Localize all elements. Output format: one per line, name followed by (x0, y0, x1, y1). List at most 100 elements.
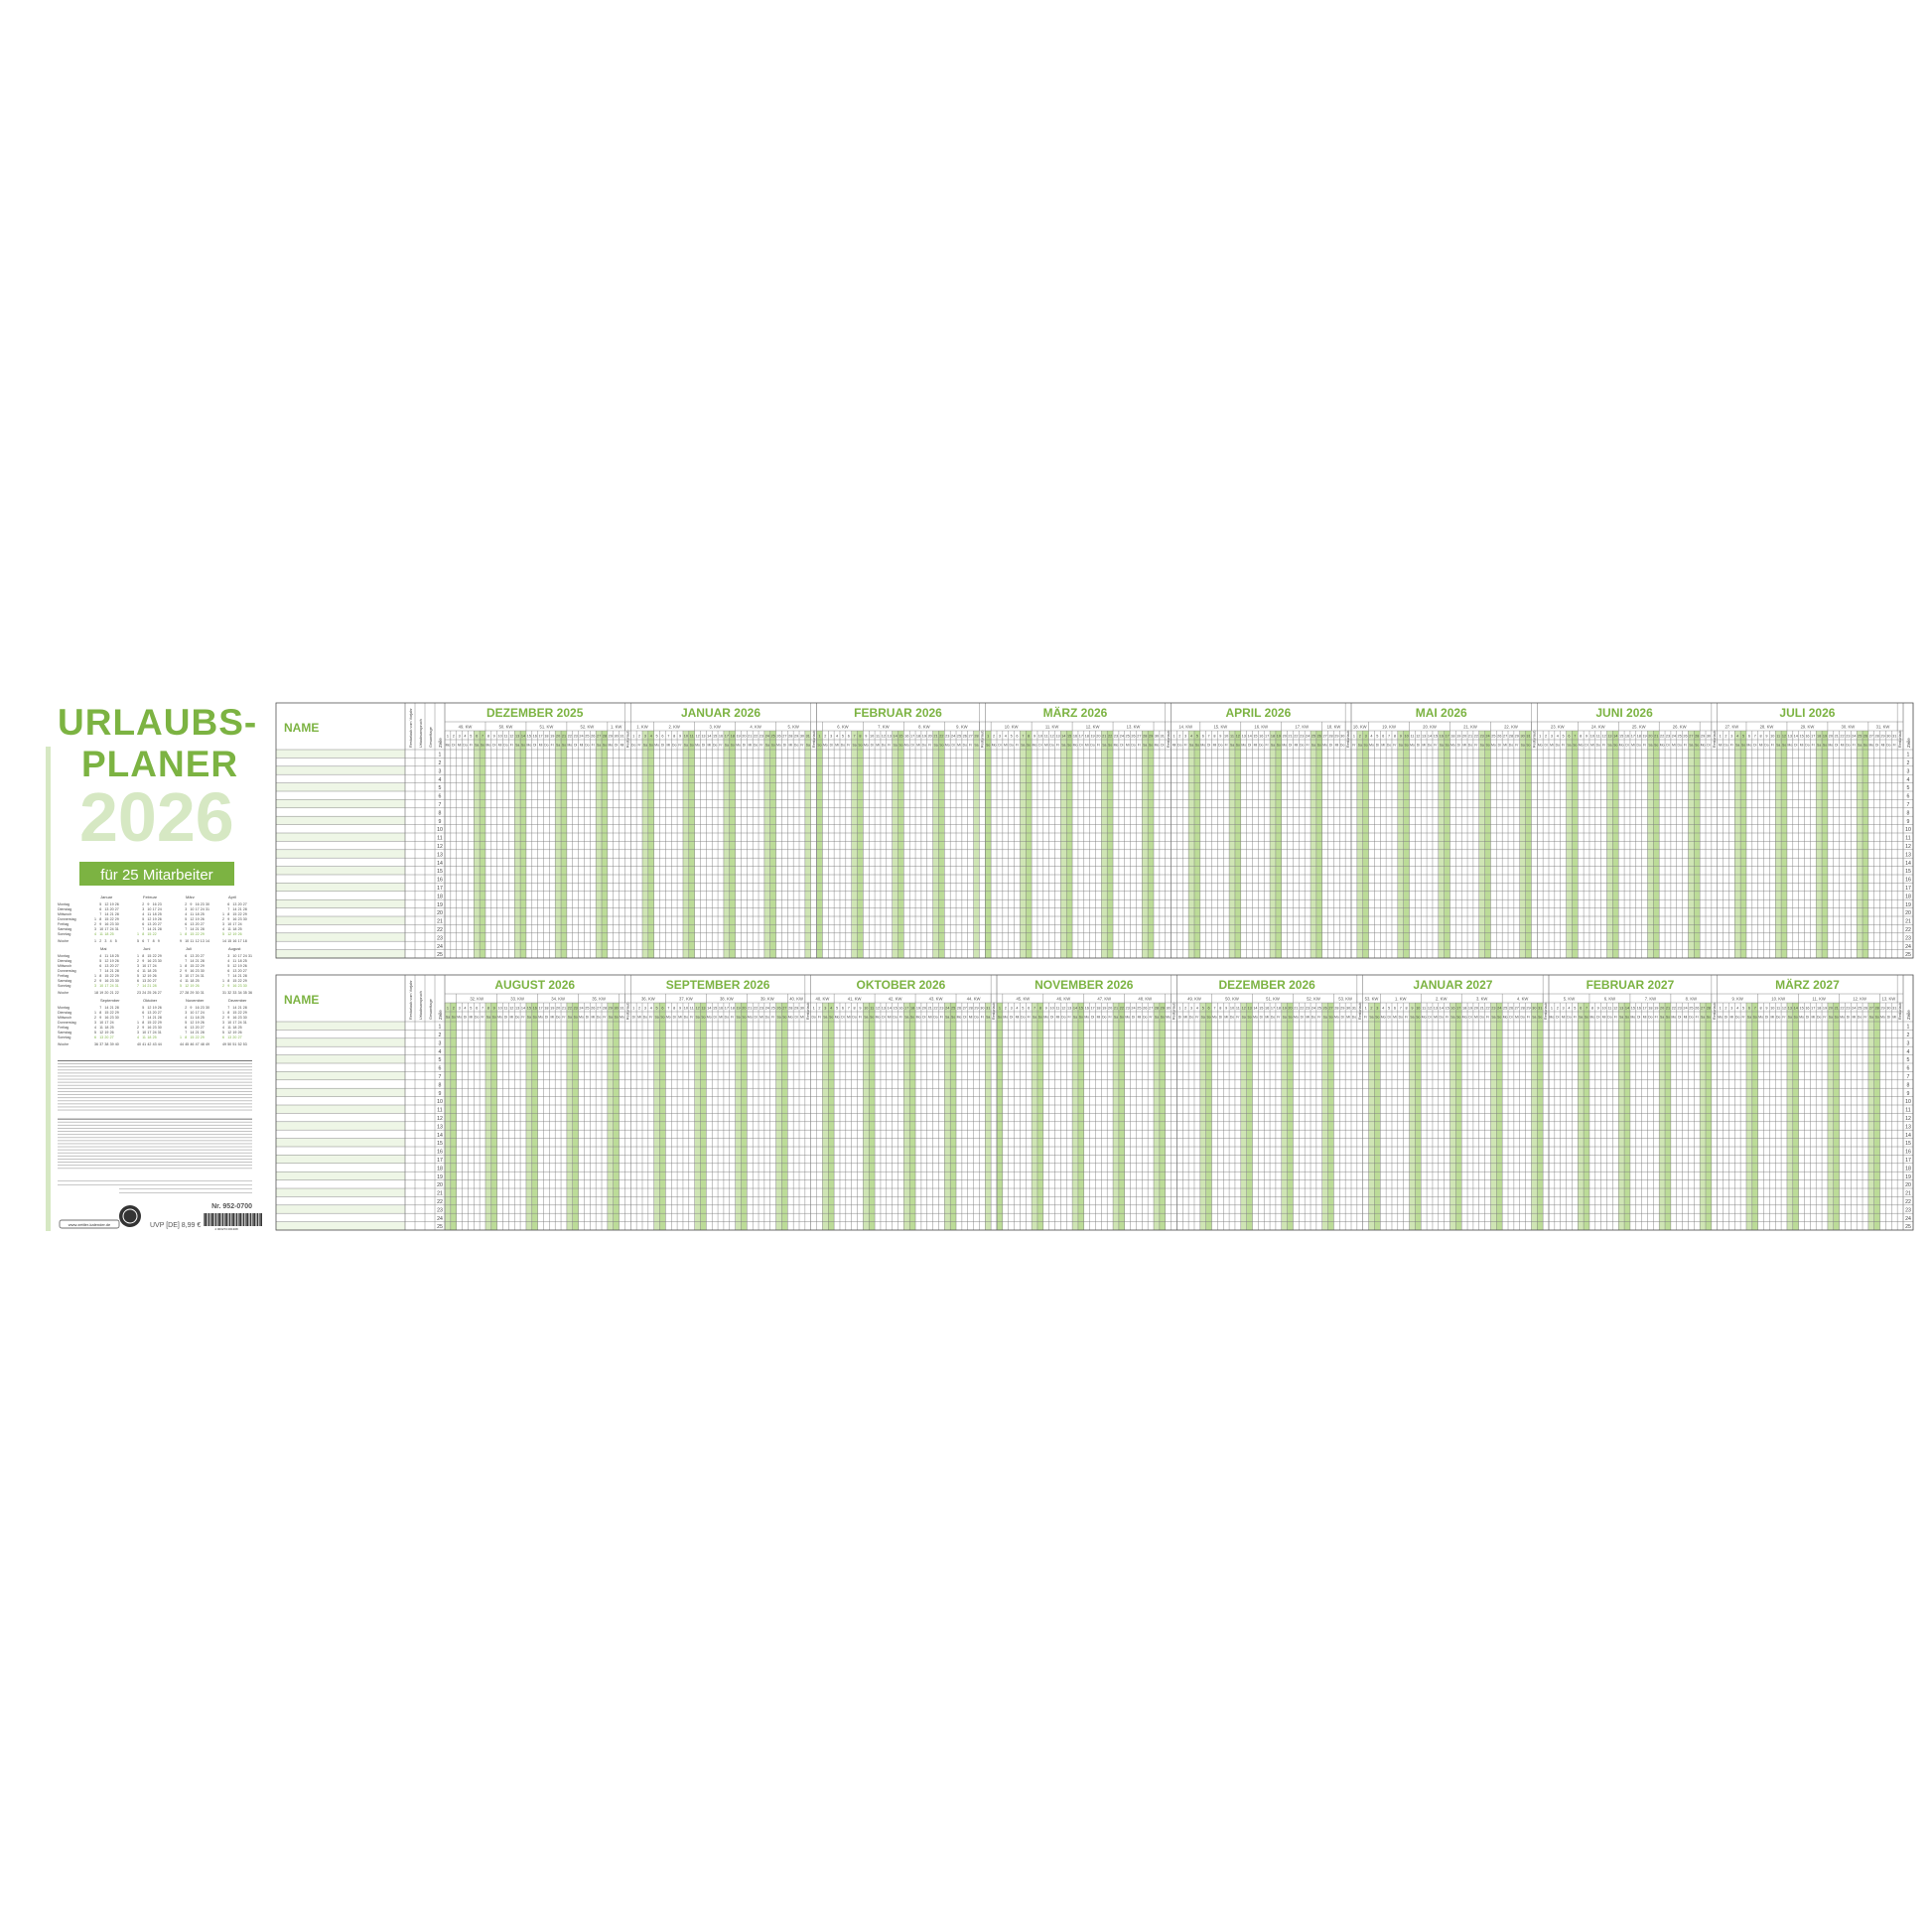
name-cell[interactable] (276, 1063, 405, 1072)
weekday-abbr: Do (556, 1016, 560, 1020)
name-cell[interactable] (276, 1046, 405, 1055)
day-number: 7 (848, 1007, 850, 1011)
weekday-abbr: Sa (904, 1016, 908, 1020)
name-cell[interactable] (276, 899, 405, 908)
week-label: 29. KW (1801, 725, 1815, 730)
mini-day: 11 (104, 954, 108, 958)
name-cell[interactable] (276, 891, 405, 900)
website-box[interactable] (59, 1219, 120, 1229)
day-number: 11 (870, 1007, 874, 1011)
weekday-abbr: Mi (1550, 744, 1554, 748)
mini-day: 14 (104, 912, 108, 916)
week-label: 11. KW (1045, 725, 1058, 730)
day-number: 19 (1456, 735, 1460, 739)
name-cell[interactable] (276, 1088, 405, 1097)
week-label: 14. KW (1178, 725, 1192, 730)
day-number: 14 (1247, 735, 1251, 739)
name-cell[interactable] (276, 1096, 405, 1105)
mini-weekday-label: Mittwoch (58, 912, 71, 916)
weekday-abbr: So (1456, 1016, 1460, 1020)
name-cell[interactable] (276, 1204, 405, 1214)
weekday-abbr: Do (1271, 1016, 1275, 1020)
name-cell[interactable] (276, 1138, 405, 1147)
name-cell[interactable] (276, 1037, 405, 1047)
name-cell[interactable] (276, 907, 405, 916)
name-cell[interactable] (276, 941, 405, 950)
name-cell[interactable] (276, 949, 405, 958)
name-cell[interactable] (276, 791, 405, 800)
name-cell[interactable] (276, 841, 405, 850)
carryover-column-label: Resturlaub vom Vorjahr (409, 708, 413, 748)
name-cell[interactable] (276, 866, 405, 875)
sunday-column (490, 1003, 497, 1230)
name-header: NAME (284, 721, 319, 735)
name-cell[interactable] (276, 750, 405, 759)
weekday-abbr: Sa (1532, 1016, 1536, 1020)
mini-day: 18 (232, 1026, 236, 1030)
name-cell[interactable] (276, 816, 405, 825)
name-cell[interactable] (276, 1054, 405, 1063)
day-number: 22 (1120, 1007, 1124, 1011)
name-cell[interactable] (276, 807, 405, 817)
name-cell[interactable] (276, 1155, 405, 1164)
mini-day: 24 (110, 927, 114, 931)
rest-leave-column-label: Resturlaub (1167, 731, 1171, 748)
row-number: 18 (437, 894, 443, 899)
weekday-abbr: So (1666, 1016, 1670, 1020)
name-cell[interactable] (276, 1121, 405, 1131)
weekday-abbr: Sa (1747, 1016, 1751, 1020)
name-cell[interactable] (276, 1030, 405, 1038)
name-cell[interactable] (276, 1022, 405, 1031)
mini-day: 13 (142, 979, 146, 983)
mini-weekday-label: Donnerstag (58, 917, 76, 921)
name-cell[interactable] (276, 765, 405, 775)
mini-day: 26 (153, 974, 157, 978)
row-number: 21 (437, 1191, 443, 1197)
name-cell[interactable] (276, 1113, 405, 1122)
name-cell[interactable] (276, 849, 405, 859)
weekday-abbr: Mi (1183, 1016, 1187, 1020)
name-cell[interactable] (276, 1105, 405, 1114)
mini-weekday-label: Freitag (58, 922, 69, 926)
weekday-abbr: Di (1765, 1016, 1768, 1020)
day-number: 12 (509, 1007, 513, 1011)
name-cell[interactable] (276, 1213, 405, 1222)
website-link[interactable]: www.zettler-kalender.de (69, 1222, 111, 1227)
name-cell[interactable] (276, 858, 405, 867)
day-number: 28 (1875, 735, 1879, 739)
name-cell[interactable] (276, 1147, 405, 1156)
name-cell[interactable] (276, 774, 405, 783)
name-cell[interactable] (276, 824, 405, 833)
mini-week-number: 29 (190, 991, 194, 995)
name-cell[interactable] (276, 916, 405, 925)
name-cell[interactable] (276, 875, 405, 884)
day-number: 15 (1079, 1007, 1083, 1011)
row-number: 13 (437, 852, 443, 858)
name-cell[interactable] (276, 924, 405, 933)
mini-week-number: 28 (185, 991, 189, 995)
name-cell[interactable] (276, 758, 405, 766)
weekday-abbr: Fr (1486, 1016, 1490, 1020)
name-cell[interactable] (276, 799, 405, 808)
name-cell[interactable] (276, 1196, 405, 1205)
day-number: 20 (556, 1007, 560, 1011)
name-cell[interactable] (276, 932, 405, 942)
name-cell[interactable] (276, 1188, 405, 1197)
name-cell[interactable] (276, 1071, 405, 1080)
week-label: 30. KW (1842, 725, 1856, 730)
name-cell[interactable] (276, 833, 405, 842)
name-cell[interactable] (276, 1179, 405, 1188)
mini-day: 21 (153, 927, 157, 931)
sunday-column (1148, 731, 1155, 958)
name-cell[interactable] (276, 1163, 405, 1173)
name-cell[interactable] (276, 1130, 405, 1139)
weekday-abbr: Mo (608, 744, 613, 748)
name-cell[interactable] (276, 1221, 405, 1230)
name-cell[interactable] (276, 1172, 405, 1180)
name-cell[interactable] (276, 883, 405, 892)
weekday-abbr: So (1120, 1016, 1124, 1020)
holiday-note-line (119, 1188, 252, 1189)
name-cell[interactable] (276, 782, 405, 791)
name-cell[interactable] (276, 1079, 405, 1089)
mini-day: 29 (158, 1021, 162, 1025)
